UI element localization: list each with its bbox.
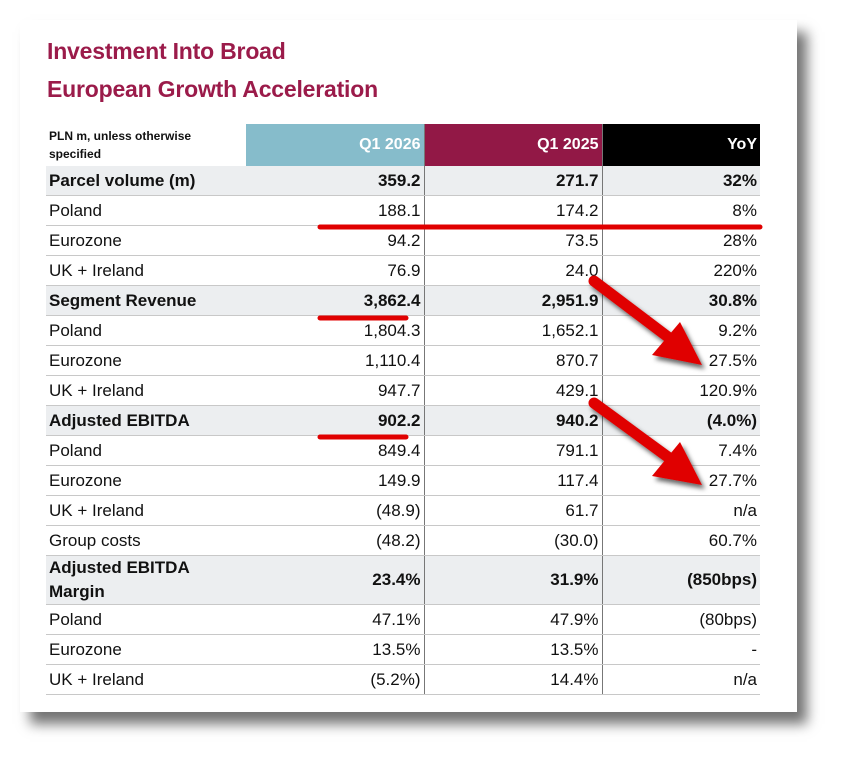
cell-yoy: 9.2% [602,315,760,346]
cell-q1-2026: 359.2 [246,166,425,196]
title-line-2: European Growth Acceleration [47,76,378,102]
table-row: Poland 47.1% 47.9% (80bps) [46,604,760,635]
table-row: Poland 849.4 791.1 7.4% [46,435,760,466]
cell-q1-2026: 47.1% [246,604,425,635]
cell-q1-2025: 940.2 [424,405,603,436]
cell-yoy: 30.8% [602,285,760,316]
cell-q1-2025: 61.7 [424,495,603,526]
cell-yoy: (4.0%) [602,405,760,436]
header-q1-2025: Q1 2025 [424,124,603,166]
cell-q1-2025: 1,652.1 [424,315,603,346]
cell-yoy: 28% [602,225,760,256]
report-card: Investment Into Broad European Growth Ac… [20,20,797,712]
header-q1-2026: Q1 2026 [246,124,425,166]
table-row: UK + Ireland 76.9 24.0 220% [46,255,760,286]
row-label: Poland [46,604,246,635]
cell-q1-2025: 117.4 [424,465,603,496]
row-label: Adjusted EBITDA [46,405,246,436]
table-row: Eurozone 149.9 117.4 27.7% [46,465,760,496]
table-row: Parcel volume (m) 359.2 271.7 32% [46,166,760,196]
table-header-row: PLN m, unless otherwise specified Q1 202… [46,124,760,166]
cell-q1-2026: 13.5% [246,634,425,665]
cell-yoy: 32% [602,166,760,196]
table-row: UK + Ireland (5.2%) 14.4% n/a [46,664,760,695]
cell-q1-2025: 271.7 [424,166,603,196]
cell-q1-2025: (30.0) [424,525,603,556]
cell-q1-2026: 76.9 [246,255,425,286]
cell-yoy: (850bps) [602,555,760,605]
cell-yoy: n/a [602,664,760,695]
financial-table: PLN m, unless otherwise specified Q1 202… [46,124,760,695]
cell-q1-2025: 31.9% [424,555,603,605]
row-label: Group costs [46,525,246,556]
row-label: UK + Ireland [46,664,246,695]
cell-yoy: - [602,634,760,665]
cell-q1-2026: 188.1 [246,195,425,226]
table-row: UK + Ireland 947.7 429.1 120.9% [46,375,760,406]
cell-q1-2026: 1,804.3 [246,315,425,346]
cell-yoy: 27.5% [602,345,760,376]
cell-q1-2026: (5.2%) [246,664,425,695]
cell-q1-2025: 2,951.9 [424,285,603,316]
row-label: Parcel volume (m) [46,166,246,196]
row-label: Adjusted EBITDA Margin [46,555,246,605]
cell-q1-2026: 94.2 [246,225,425,256]
cell-yoy: 120.9% [602,375,760,406]
table-row: Eurozone 94.2 73.5 28% [46,225,760,256]
cell-q1-2025: 47.9% [424,604,603,635]
cell-q1-2026: 23.4% [246,555,425,605]
table-row: Poland 1,804.3 1,652.1 9.2% [46,315,760,346]
cell-q1-2025: 13.5% [424,634,603,665]
cell-q1-2026: (48.2) [246,525,425,556]
row-label: Eurozone [46,634,246,665]
cell-q1-2026: (48.9) [246,495,425,526]
cell-q1-2026: 1,110.4 [246,345,425,376]
cell-q1-2026: 849.4 [246,435,425,466]
row-label: Poland [46,315,246,346]
report-title: Investment Into Broad European Growth Ac… [47,32,378,108]
cell-yoy: 220% [602,255,760,286]
title-line-1: Investment Into Broad [47,38,286,64]
row-label: UK + Ireland [46,495,246,526]
table-row: UK + Ireland (48.9) 61.7 n/a [46,495,760,526]
cell-q1-2026: 902.2 [246,405,425,436]
row-label: Eurozone [46,345,246,376]
header-yoy: YoY [602,124,760,166]
cell-yoy: 7.4% [602,435,760,466]
row-label: UK + Ireland [46,255,246,286]
table-row: Group costs (48.2) (30.0) 60.7% [46,525,760,556]
table-row: Segment Revenue 3,862.4 2,951.9 30.8% [46,285,760,316]
row-label: UK + Ireland [46,375,246,406]
table-row: Adjusted EBITDA Margin 23.4% 31.9% (850bps) [46,555,760,605]
cell-yoy: 60.7% [602,525,760,556]
cell-yoy: n/a [602,495,760,526]
cell-q1-2025: 791.1 [424,435,603,466]
cell-q1-2025: 24.0 [424,255,603,286]
cell-q1-2025: 174.2 [424,195,603,226]
cell-q1-2026: 947.7 [246,375,425,406]
row-label: Segment Revenue [46,285,246,316]
table-row: Adjusted EBITDA 902.2 940.2 (4.0%) [46,405,760,436]
table-row: Poland 188.1 174.2 8% [46,195,760,226]
cell-yoy: (80bps) [602,604,760,635]
cell-q1-2025: 73.5 [424,225,603,256]
row-label: Poland [46,195,246,226]
cell-q1-2025: 429.1 [424,375,603,406]
row-label: Eurozone [46,225,246,256]
row-label: Poland [46,435,246,466]
row-label: Eurozone [46,465,246,496]
cell-q1-2025: 14.4% [424,664,603,695]
cell-yoy: 27.7% [602,465,760,496]
cell-q1-2025: 870.7 [424,345,603,376]
header-units-label: PLN m, unless otherwise specified [49,129,192,161]
cell-yoy: 8% [602,195,760,226]
table-row: Eurozone 1,110.4 870.7 27.5% [46,345,760,376]
cell-q1-2026: 3,862.4 [246,285,425,316]
cell-q1-2026: 149.9 [246,465,425,496]
table-row: Eurozone 13.5% 13.5% - [46,634,760,665]
